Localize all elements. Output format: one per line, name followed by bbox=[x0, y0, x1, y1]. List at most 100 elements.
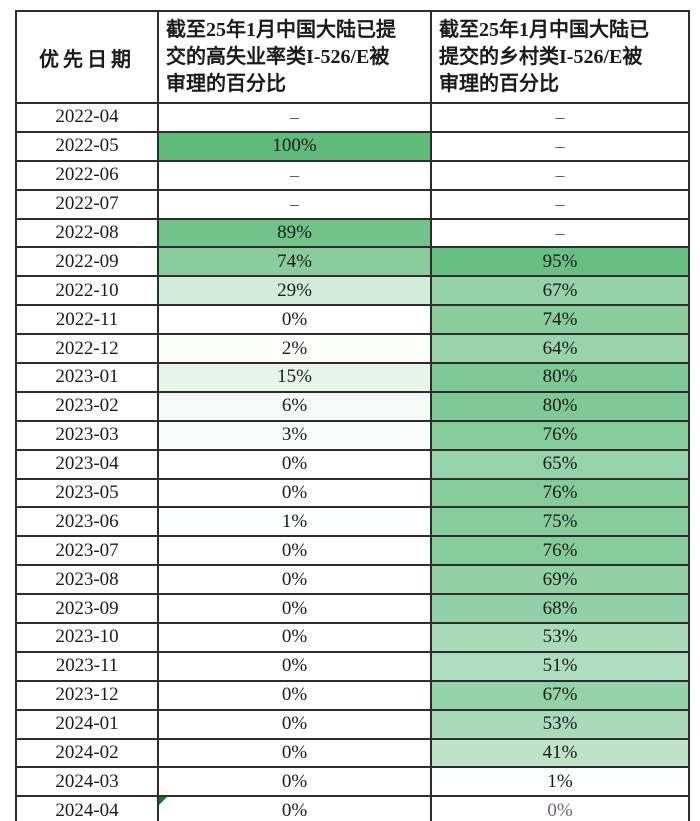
header-line: 截至25年1月中国大陆已提 bbox=[166, 19, 396, 41]
table-row: 2022-07– – bbox=[15, 188, 690, 220]
rural-cell: 0% bbox=[430, 795, 690, 821]
table-row: 2023-01 15% 80% bbox=[15, 362, 690, 393]
cell-flag-triangle-icon bbox=[160, 798, 167, 806]
rural-cell: – bbox=[430, 188, 690, 220]
priority-date-cell: 2023-10 bbox=[15, 622, 159, 653]
rural-cell: 95% bbox=[430, 246, 690, 278]
priority-date-cell: 2022-04 bbox=[15, 102, 159, 133]
table-row: 2023-09 0% 68% bbox=[15, 593, 690, 625]
header-line: 截至25年1月中国大陆已 bbox=[439, 19, 649, 41]
table-row: 2023-05 0% 76% bbox=[15, 477, 690, 509]
high-unemployment-cell: 0% bbox=[157, 679, 432, 711]
rural-cell: 80% bbox=[430, 362, 690, 393]
priority-date-cell: 2022-09 bbox=[15, 246, 159, 278]
table-row: 2023-04 0% 65% bbox=[15, 448, 690, 480]
table-row: 2022-06– – bbox=[15, 159, 690, 191]
high-unemployment-cell: 100% bbox=[157, 130, 432, 162]
priority-date-cell: 2022-08 bbox=[15, 217, 159, 249]
rural-cell: – bbox=[430, 217, 690, 249]
high-unemployment-cell: 89% bbox=[157, 217, 432, 249]
high-unemployment-cell: 0% bbox=[157, 737, 432, 769]
table-row: 2022-10 29% 67% bbox=[15, 275, 690, 307]
rural-cell: 67% bbox=[430, 275, 690, 307]
header-line: 交的高失业率类I-526/E被 bbox=[166, 46, 390, 68]
rural-cell: 41% bbox=[430, 737, 690, 769]
priority-date-cell: 2023-07 bbox=[15, 535, 159, 567]
priority-date-cell: 2023-04 bbox=[15, 448, 159, 480]
priority-date-cell: 2023-02 bbox=[15, 390, 159, 422]
priority-date-cell: 2023-11 bbox=[15, 650, 159, 682]
rural-cell: 76% bbox=[430, 419, 690, 451]
high-unemployment-cell: 3% bbox=[157, 419, 432, 451]
table-row: 2023-02 6% 80% bbox=[15, 390, 690, 422]
table-row: 2022-09 74% 95% bbox=[15, 246, 690, 278]
high-unemployment-cell: 6% bbox=[157, 390, 432, 422]
priority-date-cell: 2024-01 bbox=[15, 708, 159, 740]
priority-date-cell: 2022-11 bbox=[15, 304, 159, 336]
header-line: 审理的百分比 bbox=[439, 73, 559, 95]
priority-date-cell: 2024-03 bbox=[15, 766, 159, 798]
rural-cell: 65% bbox=[430, 448, 690, 480]
high-unemployment-cell: 0% bbox=[157, 304, 432, 336]
high-unemployment-cell: 2% bbox=[157, 333, 432, 365]
table-row: 2022-05 100% – bbox=[15, 130, 690, 162]
priority-date-cell: 2024-02 bbox=[15, 737, 159, 769]
table-row: 2023-11 0% 51% bbox=[15, 650, 690, 682]
header-line: 提交的乡村类I-526/E被 bbox=[439, 46, 643, 68]
rural-cell: 76% bbox=[430, 535, 690, 567]
rural-cell: 51% bbox=[430, 650, 690, 682]
table-row: 2022-04– – bbox=[15, 102, 690, 133]
priority-date-cell: 2023-06 bbox=[15, 506, 159, 538]
high-unemployment-cell: 0% bbox=[157, 564, 432, 596]
priority-date-cell: 2022-05 bbox=[15, 130, 159, 162]
table-row: 2022-11 0% 74% bbox=[15, 304, 690, 336]
rural-cell: 67% bbox=[430, 679, 690, 711]
priority-date-cell: 2022-10 bbox=[15, 275, 159, 307]
table-row: 2023-06 1% 75% bbox=[15, 506, 690, 538]
rural-cell: – bbox=[430, 130, 690, 162]
header-rural-column: 截至25年1月中国大陆已 提交的乡村类I-526/E被 审理的百分比 bbox=[430, 10, 690, 104]
high-unemployment-cell: 0% bbox=[157, 708, 432, 740]
table-row: 2024-03 0% 1% bbox=[15, 766, 690, 798]
table-row: 2023-12 0% 67% bbox=[15, 679, 690, 711]
table-row: 2023-03 3% 76% bbox=[15, 419, 690, 451]
rural-cell: 76% bbox=[430, 477, 690, 509]
table-row: 2024-04 0% 0% bbox=[15, 795, 690, 821]
rural-cell: 64% bbox=[430, 333, 690, 365]
header-row: 优先日期 截至25年1月中国大陆已提 交的高失业率类I-526/E被 审理的百分… bbox=[15, 10, 690, 104]
header-high-unemployment-column: 截至25年1月中国大陆已提 交的高失业率类I-526/E被 审理的百分比 bbox=[157, 10, 432, 104]
table-row: 2024-02 0% 41% bbox=[15, 737, 690, 769]
high-unemployment-cell: 15% bbox=[157, 362, 432, 393]
rural-cell: 53% bbox=[430, 622, 690, 653]
high-unemployment-cell: 0% bbox=[157, 477, 432, 509]
high-unemployment-cell: – bbox=[157, 159, 432, 191]
high-unemployment-cell: 0% bbox=[157, 622, 432, 653]
high-unemployment-cell: – bbox=[157, 102, 432, 133]
priority-date-cell: 2023-05 bbox=[15, 477, 159, 509]
priority-date-table: 优先日期 截至25年1月中国大陆已提 交的高失业率类I-526/E被 审理的百分… bbox=[15, 10, 690, 821]
priority-date-cell: 2022-07 bbox=[15, 188, 159, 220]
priority-date-cell: 2023-03 bbox=[15, 419, 159, 451]
high-unemployment-cell: 29% bbox=[157, 275, 432, 307]
table-row: 2023-10 0% 53% bbox=[15, 622, 690, 653]
rural-cell: 1% bbox=[430, 766, 690, 798]
high-unemployment-cell: – bbox=[157, 188, 432, 220]
priority-date-cell: 2023-09 bbox=[15, 593, 159, 625]
high-unemployment-cell: 0% bbox=[157, 795, 432, 821]
rural-cell: – bbox=[430, 159, 690, 191]
priority-date-cell: 2024-04 bbox=[15, 795, 159, 821]
high-unemployment-cell: 74% bbox=[157, 246, 432, 278]
high-unemployment-cell: 0% bbox=[157, 535, 432, 567]
priority-date-cell: 2023-12 bbox=[15, 679, 159, 711]
high-unemployment-cell: 0% bbox=[157, 650, 432, 682]
high-unemployment-cell: 1% bbox=[157, 506, 432, 538]
priority-date-cell: 2022-12 bbox=[15, 333, 159, 365]
table-row: 2024-01 0% 53% bbox=[15, 708, 690, 740]
table-row: 2023-07 0% 76% bbox=[15, 535, 690, 567]
high-unemployment-cell: 0% bbox=[157, 448, 432, 480]
rural-cell: 75% bbox=[430, 506, 690, 538]
high-unemployment-cell: 0% bbox=[157, 593, 432, 625]
header-line: 审理的百分比 bbox=[166, 73, 286, 95]
rural-cell: 53% bbox=[430, 708, 690, 740]
